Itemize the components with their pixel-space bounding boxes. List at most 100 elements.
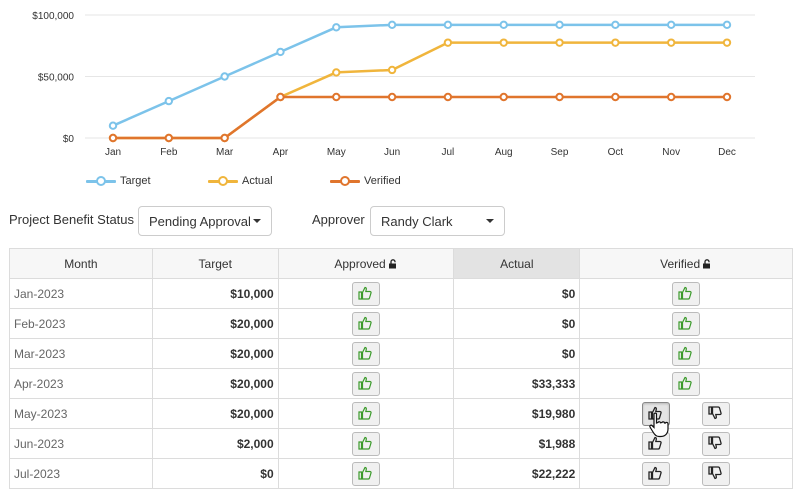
status-label: Project Benefit Status xyxy=(9,212,135,227)
verify-thumbs-up-button[interactable] xyxy=(672,311,701,336)
verified-cell xyxy=(579,308,793,339)
legend-label: Target xyxy=(120,175,151,187)
data-point xyxy=(611,20,620,30)
line-chart: $0 $50,000 $100,000 Jan Feb Mar Apr May Jun Jul Au… xyxy=(32,11,755,158)
approved-cell xyxy=(277,308,455,339)
approve-thumbs-up-button[interactable] xyxy=(352,281,381,306)
table-row: Feb-2023 $20,000 $0 xyxy=(9,308,793,339)
x-tick-label: Sep xyxy=(551,147,569,158)
benefit-chart: $0 $50,000 $100,000 Jan Feb Mar Apr May Jun Jul Au… xyxy=(0,0,800,200)
approved-cell xyxy=(277,368,455,399)
approved-cell xyxy=(277,428,455,459)
verified-cell xyxy=(579,398,793,429)
x-tick-label: Feb xyxy=(160,147,178,158)
table-row: May-2023 $20,000 $19,980 xyxy=(9,398,793,429)
data-point xyxy=(387,65,397,75)
column-header-verified[interactable]: Verified xyxy=(579,248,793,279)
hand-pointer-icon xyxy=(649,412,669,438)
table-row: Jun-2023 $2,000 $1,988 xyxy=(9,428,793,459)
target-cell: $2,000 xyxy=(151,428,279,459)
caret-down-icon xyxy=(486,219,494,223)
data-point xyxy=(443,38,453,47)
approver-dropdown[interactable]: Randy Clark xyxy=(370,206,505,236)
verify-thumbs-down-button[interactable] xyxy=(702,431,731,456)
table-row: Jul-2023 $0 $22,222 xyxy=(9,458,793,489)
data-point xyxy=(555,92,564,102)
legend-label: Actual xyxy=(242,175,273,187)
month-cell: May-2023 xyxy=(9,398,153,429)
data-point xyxy=(666,92,676,102)
verified-cell xyxy=(579,278,793,309)
target-cell: $20,000 xyxy=(151,398,279,429)
table-header-row: Month Target Approved Actual Verified xyxy=(9,248,793,279)
data-point xyxy=(611,38,620,47)
column-header-approved[interactable]: Approved xyxy=(277,248,455,279)
data-point xyxy=(611,92,620,102)
approver-label: Approver xyxy=(312,212,365,227)
data-point xyxy=(722,20,732,30)
approved-cell xyxy=(277,398,455,429)
x-tick-label: Mar xyxy=(216,147,234,158)
data-point xyxy=(387,20,397,30)
approve-thumbs-up-button[interactable] xyxy=(352,431,381,456)
actual-cell: $0 xyxy=(453,278,581,309)
table-row: Jan-2023 $10,000 $0 xyxy=(9,278,793,309)
table-row: Mar-2023 $20,000 $0 xyxy=(9,338,793,369)
actual-cell: $1,988 xyxy=(453,428,581,459)
month-cell: Feb-2023 xyxy=(9,308,153,339)
status-value: Pending Approval xyxy=(149,213,251,229)
column-header-month[interactable]: Month xyxy=(9,248,153,279)
data-point xyxy=(666,38,676,47)
month-cell: Jan-2023 xyxy=(9,278,153,309)
legend-label: Verified xyxy=(364,175,401,187)
data-point xyxy=(108,133,118,143)
x-tick-label: Jan xyxy=(105,147,121,158)
verified-cell xyxy=(579,368,793,399)
target-cell: $20,000 xyxy=(151,338,279,369)
data-point xyxy=(555,38,564,47)
unlock-icon[interactable] xyxy=(702,258,712,269)
verify-thumbs-up-button[interactable] xyxy=(642,461,671,486)
actual-cell: $19,980 xyxy=(453,398,581,429)
month-cell: Jun-2023 xyxy=(9,428,153,459)
approved-cell xyxy=(277,458,455,489)
legend-item-actual[interactable]: Actual xyxy=(208,172,273,190)
data-point xyxy=(722,92,732,102)
approve-thumbs-up-button[interactable] xyxy=(352,461,381,486)
target-cell: $10,000 xyxy=(151,278,279,309)
x-tick-label: Jul xyxy=(442,147,455,158)
verify-thumbs-down-button[interactable] xyxy=(702,461,731,486)
verify-thumbs-up-button[interactable] xyxy=(672,281,701,306)
data-point xyxy=(164,96,174,106)
actual-cell: $0 xyxy=(453,338,581,369)
y-tick-label: $50,000 xyxy=(38,73,75,84)
table-row: Apr-2023 $20,000 $33,333 xyxy=(9,368,793,399)
verify-thumbs-up-button[interactable] xyxy=(672,341,701,366)
data-point xyxy=(443,20,453,30)
legend-item-target[interactable]: Target xyxy=(86,172,151,190)
x-tick-label: Oct xyxy=(608,147,624,158)
verify-thumbs-down-button[interactable] xyxy=(702,401,731,426)
month-cell: Jul-2023 xyxy=(9,458,153,489)
column-header-target[interactable]: Target xyxy=(151,248,279,279)
verify-thumbs-up-button[interactable] xyxy=(672,371,701,396)
data-point xyxy=(555,20,564,30)
approver-value: Randy Clark xyxy=(381,213,453,229)
benefit-table: Month Target Approved Actual Verified Ja… xyxy=(9,248,793,489)
series-line-target xyxy=(112,23,727,127)
approve-thumbs-up-button[interactable] xyxy=(352,371,381,396)
approve-thumbs-up-button[interactable] xyxy=(352,311,381,336)
data-point xyxy=(164,133,174,143)
status-dropdown[interactable]: Pending Approval xyxy=(138,206,272,236)
legend-item-verified[interactable]: Verified xyxy=(330,172,401,190)
data-point xyxy=(499,20,508,30)
data-point xyxy=(499,38,508,47)
unlock-icon[interactable] xyxy=(388,258,398,269)
x-tick-label: Aug xyxy=(495,147,513,158)
column-header-actual[interactable]: Actual xyxy=(453,248,581,279)
actual-cell: $33,333 xyxy=(453,368,581,399)
approve-thumbs-up-button[interactable] xyxy=(352,341,381,366)
y-tick-label: $0 xyxy=(63,134,75,145)
approve-thumbs-up-button[interactable] xyxy=(352,401,381,426)
approved-cell xyxy=(277,278,455,309)
